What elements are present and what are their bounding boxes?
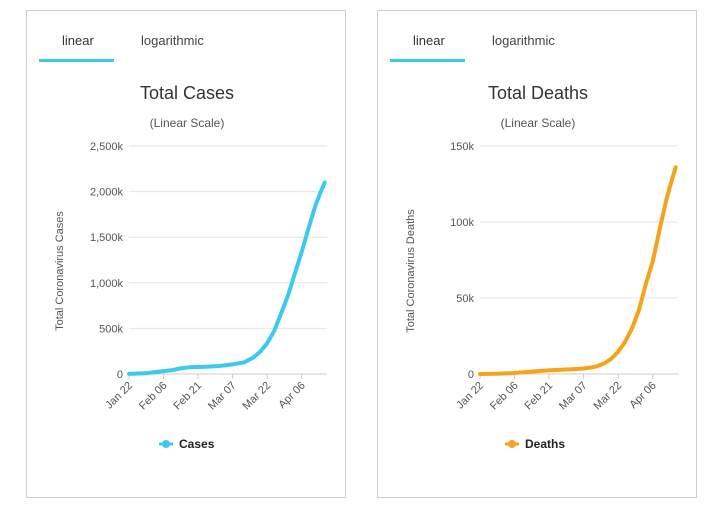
x-axis-ticks: Jan 22 Feb 06 Feb 21 Mar 07 Mar 22 Apr 06 [103,374,308,412]
tab-logarithmic[interactable]: logarithmic [141,33,204,48]
y-tick-label: 100k [450,217,474,229]
chart-subtitle: (Linear Scale) [150,116,225,130]
y-tick-label: 500k [99,323,123,335]
deaths-chart: Total Deaths (Linear Scale) Total Corona… [405,83,678,451]
x-tick-label: Jan 22 [454,380,486,412]
x-tick-label: Mar 07 [206,380,239,413]
chart-title: Total Deaths [488,83,588,103]
active-tab-indicator [390,59,465,62]
x-tick-label: Apr 06 [627,380,658,411]
grid-lines [480,145,678,375]
legend[interactable]: Deaths [505,437,565,451]
y-axis-label: Total Coronavirus Cases [54,211,66,331]
y-tick-label: 1,500k [90,232,124,244]
tab-logarithmic[interactable]: logarithmic [492,33,555,48]
x-tick-label: Feb 06 [488,380,521,413]
legend-marker-icon [508,440,516,448]
chart-title: Total Cases [140,83,234,103]
x-tick-label: Mar 22 [241,380,274,413]
x-tick-label: Jan 22 [103,380,135,412]
y-tick-label: 150k [450,141,474,153]
y-tick-label: 2,500k [90,141,124,153]
x-tick-label: Feb 06 [137,380,170,413]
x-axis-ticks: Jan 22 Feb 06 Feb 21 Mar 07 Mar 22 Apr 06 [454,374,659,412]
y-axis-ticks: 0 500k 1,000k 1,500k 2,000k 2,500k [90,141,124,381]
active-tab-indicator [39,59,114,62]
y-tick-label: 0 [468,369,474,381]
cases-chart: Total Cases (Linear Scale) Total Coronav… [54,83,327,451]
series-lines [478,165,678,376]
tab-linear[interactable]: linear [62,33,94,48]
deaths-chart-panel: linear logarithmic Total Deaths (Linear … [377,10,697,498]
y-axis-ticks: 0 50k 100k 150k [450,141,474,381]
chart-subtitle: (Linear Scale) [501,116,576,130]
series-lines [127,180,327,376]
y-tick-label: 1,000k [90,278,124,290]
legend-label-deaths[interactable]: Deaths [525,437,565,451]
x-tick-label: Mar 22 [592,380,625,413]
legend-label-cases[interactable]: Cases [179,437,215,451]
x-tick-label: Mar 07 [557,380,590,413]
x-tick-label: Apr 06 [276,380,307,411]
y-axis-label: Total Coronavirus Deaths [405,209,417,333]
legend-marker-icon [162,440,170,448]
series-line-cases [127,180,327,376]
x-tick-label: Feb 21 [171,380,204,413]
series-line-deaths [478,165,678,376]
y-tick-label: 2,000k [90,187,124,199]
legend[interactable]: Cases [159,437,215,451]
cases-chart-panel: linear logarithmic Total Cases (Linear S… [26,10,346,498]
x-tick-label: Feb 21 [522,380,555,413]
tab-linear[interactable]: linear [413,33,445,48]
y-tick-label: 50k [456,293,474,305]
y-tick-label: 0 [117,369,123,381]
